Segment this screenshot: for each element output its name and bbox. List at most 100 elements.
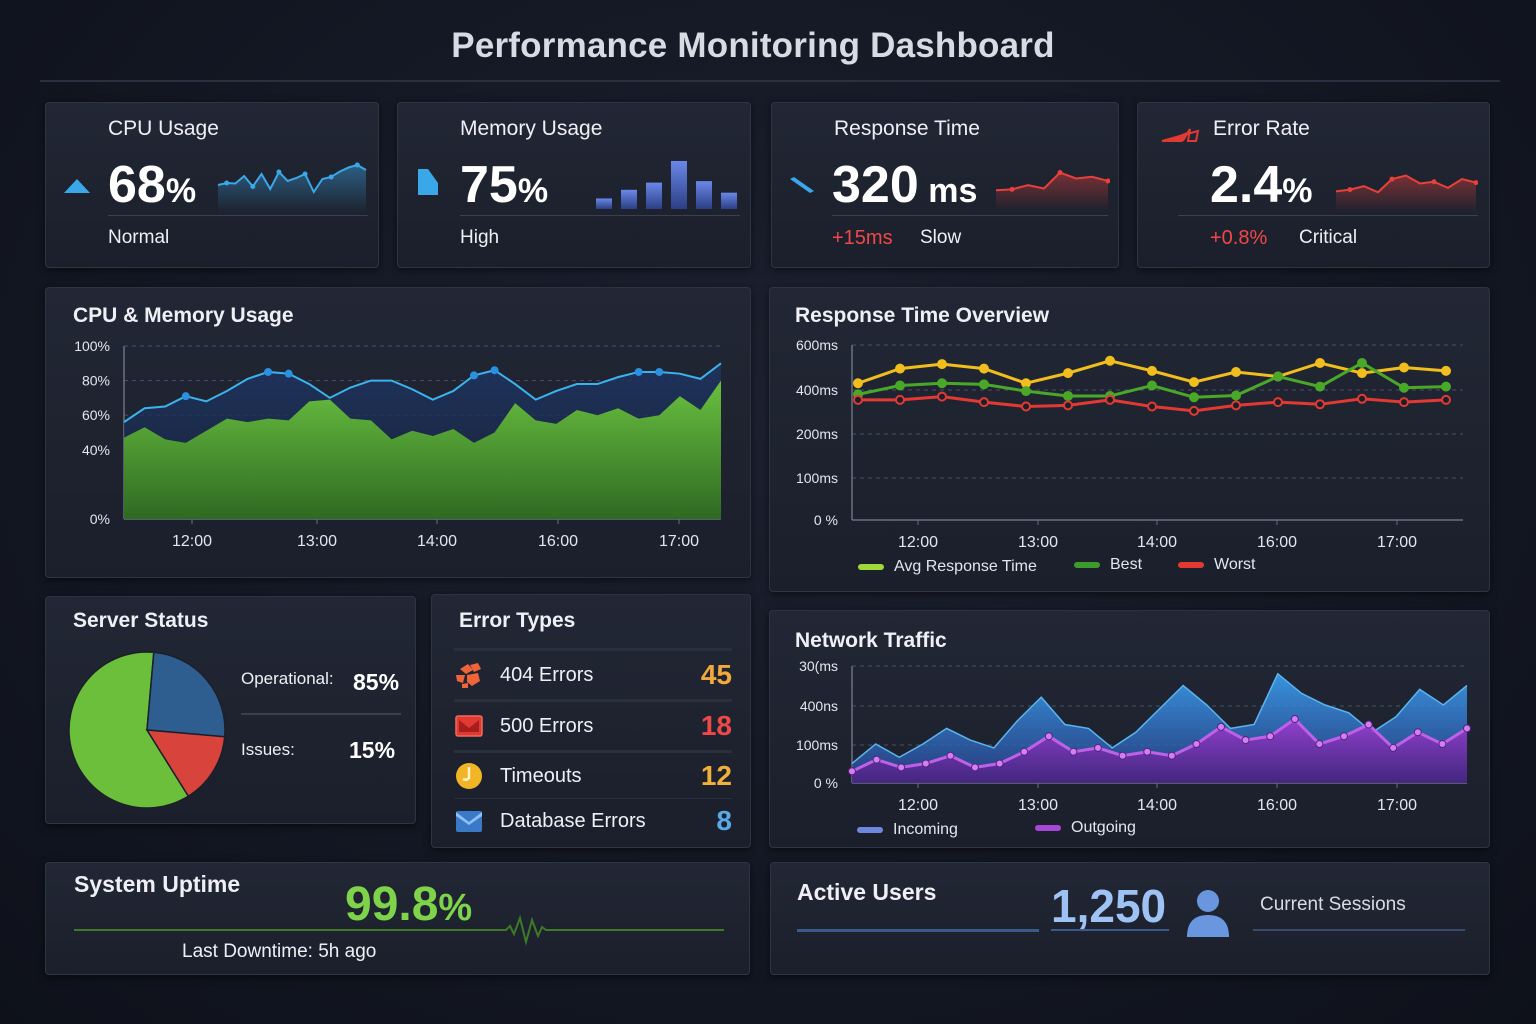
cpu-memory-chart-card: CPU & Memory Usage 0% 40% 60% 80% 100% 12:00 1… xyxy=(45,287,751,578)
memory-bar xyxy=(696,181,712,209)
x-tick-label: 14:00 xyxy=(417,533,457,550)
memory-bar xyxy=(671,161,687,209)
memory-value-number: 75 xyxy=(460,156,518,214)
cpu-data-point xyxy=(181,392,190,401)
data-point xyxy=(1217,722,1225,731)
data-point xyxy=(946,751,955,760)
memory-value-unit: % xyxy=(517,172,549,210)
cpu-data-point xyxy=(264,367,273,376)
page-title: Performance Monitoring Dashboard xyxy=(451,26,1055,65)
active-users-rule xyxy=(1253,929,1465,931)
error-row-divider xyxy=(454,699,732,702)
data-point xyxy=(979,379,989,390)
cpu-memory-chart-title: CPU & Memory Usage xyxy=(73,304,294,327)
data-point xyxy=(1357,358,1367,368)
cpu-data-point xyxy=(655,367,664,376)
cpu-sparkline xyxy=(217,162,367,213)
response-time-chart-card: Response Time Overview 0 % 100ms 200ms 400m… xyxy=(769,287,1490,592)
legend-incoming[interactable]: Incoming xyxy=(857,821,958,839)
response-time-card[interactable]: Response Time 320 ms +15ms Slow xyxy=(771,102,1119,268)
data-point xyxy=(1357,393,1367,404)
error-label: Timeouts xyxy=(500,764,582,787)
cpu-value-number: 68 xyxy=(108,156,166,214)
response-time-chart: 0 % 100ms 200ms 400ms 600ms 12:00 13:00 14:00 16… xyxy=(796,337,1463,551)
sparkline-point xyxy=(250,184,256,189)
data-point xyxy=(1315,381,1325,392)
x-tick-label: 13:00 xyxy=(297,533,337,550)
data-point xyxy=(1266,732,1275,741)
memory-usage-card[interactable]: Memory Usage 75% High xyxy=(397,102,751,268)
data-point xyxy=(895,363,905,374)
y-tick-label: 40% xyxy=(82,442,110,458)
kpi-divider xyxy=(832,215,1108,216)
x-tick-label: 13:00 xyxy=(1018,797,1058,814)
legend-avg-response[interactable]: Avg Response Time xyxy=(858,558,1037,576)
data-point xyxy=(1020,747,1029,756)
slash-icon xyxy=(790,177,814,193)
legend-label: Incoming xyxy=(893,821,958,838)
series-line-outgoing xyxy=(851,717,1468,773)
cpu-usage-card[interactable]: CPU Usage 68% Normal xyxy=(45,102,379,268)
legend-outgoing[interactable]: Outgoing xyxy=(1035,819,1136,837)
data-point xyxy=(1147,365,1157,376)
server-status-pie-chart xyxy=(68,651,226,809)
sparkline-area xyxy=(1336,175,1476,213)
legend-swatch xyxy=(857,827,883,833)
data-point xyxy=(937,378,947,389)
error-rate-delta: +0.8% xyxy=(1210,227,1268,249)
data-point xyxy=(1389,743,1398,752)
legend-best[interactable]: Best xyxy=(1074,556,1142,574)
error-row-divider xyxy=(454,750,732,753)
current-sessions-label: Current Sessions xyxy=(1260,894,1406,915)
legend-label: Outgoing xyxy=(1071,819,1136,836)
data-point xyxy=(995,759,1004,768)
y-tick-label: 60% xyxy=(82,407,110,423)
legend-swatch xyxy=(858,564,884,570)
response-time-chart-title: Response Time Overview xyxy=(795,304,1050,327)
network-traffic-card: Network Traffic 0 % 100ms 400ns 30(ms 12:00 1… xyxy=(769,610,1490,848)
error-rate-card[interactable]: Error Rate 2.4% +0.8% Critical xyxy=(1137,102,1490,268)
memory-bar xyxy=(721,192,737,209)
y-tick-label: 400ms xyxy=(796,382,838,398)
data-point xyxy=(853,378,863,389)
x-tick-label: 12:00 xyxy=(898,534,938,551)
legend-label: Avg Response Time xyxy=(894,558,1037,575)
response-value-unit: ms xyxy=(918,172,978,210)
data-point xyxy=(1340,732,1348,741)
error-row-database[interactable]: Database Errors 8 xyxy=(454,799,732,843)
uptime-value: 99.8% xyxy=(345,877,472,932)
sparkline-point xyxy=(1105,178,1110,184)
data-point xyxy=(897,763,906,772)
response-time-label: Response Time xyxy=(834,117,980,140)
data-point xyxy=(1147,401,1157,412)
data-point xyxy=(1021,401,1031,412)
memory-status: High xyxy=(460,227,500,248)
error-row-timeouts[interactable]: Timeouts 12 xyxy=(454,754,732,798)
data-point xyxy=(937,391,947,402)
data-point xyxy=(1192,740,1201,748)
error-rate-status: Critical xyxy=(1299,227,1358,248)
data-point xyxy=(1147,380,1157,391)
error-rate-label: Error Rate xyxy=(1213,117,1310,140)
sparkline-point xyxy=(354,162,360,168)
memory-bar xyxy=(646,182,662,209)
error-row-404[interactable]: 404 Errors 45 xyxy=(454,653,732,697)
data-point xyxy=(1273,371,1283,382)
memory-bar-sparkline xyxy=(596,161,737,209)
x-tick-label: 14:00 xyxy=(1137,797,1177,814)
data-point xyxy=(1189,377,1199,388)
cpu-data-point xyxy=(469,371,478,380)
data-point xyxy=(1315,740,1324,748)
cpu-data-point xyxy=(284,369,293,378)
response-delta: +15ms xyxy=(832,227,893,249)
mail-alert-icon xyxy=(455,715,483,737)
error-row-divider xyxy=(454,798,732,799)
x-tick-label: 17:00 xyxy=(659,533,699,550)
data-point xyxy=(1063,368,1073,379)
error-row-500[interactable]: 500 Errors 18 xyxy=(454,704,732,748)
error-types-card: Error Types 404 Errors 45 500 Errors 18 … xyxy=(431,594,751,848)
legend-worst[interactable]: Worst xyxy=(1178,556,1255,574)
error-row-divider xyxy=(454,648,732,651)
sparkline-point xyxy=(276,169,282,175)
legend-label: Worst xyxy=(1214,556,1256,573)
